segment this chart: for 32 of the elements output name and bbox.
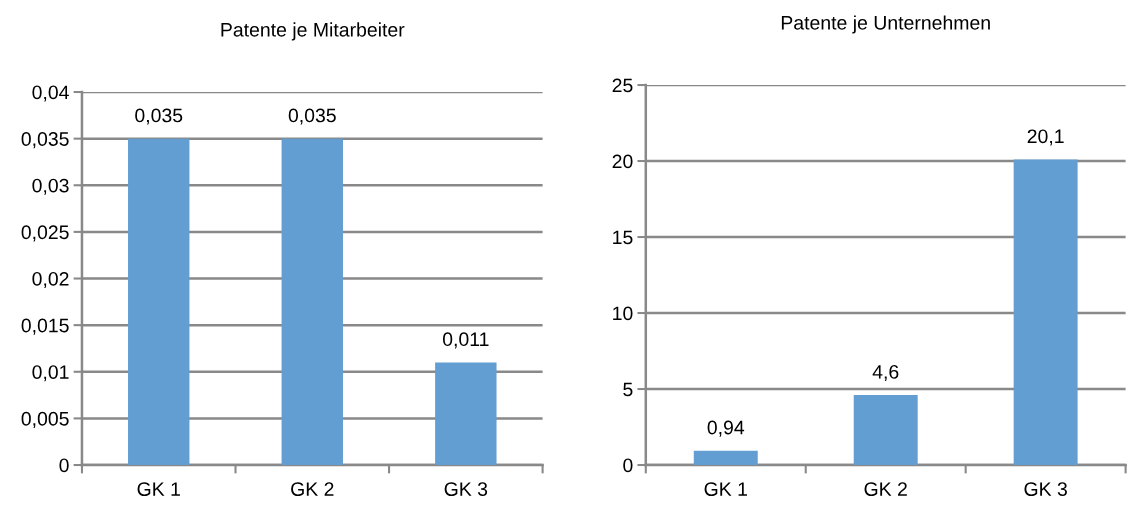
x-tick-label: GK 3 (444, 482, 488, 496)
data-label: 0,94 (707, 420, 745, 437)
y-tick-label: 5 (623, 382, 633, 397)
y-tick-label: 0,04 (32, 85, 69, 102)
y-tick-label: 0,01 (32, 365, 69, 382)
y-tick-label: 0,005 (21, 411, 69, 428)
y-tick-label: 15 (613, 230, 633, 245)
x-tick-label: GK 2 (864, 482, 907, 496)
bar (853, 395, 918, 466)
y-tick-label: 0,025 (21, 225, 69, 242)
bar (693, 450, 758, 466)
x-tick-label: GK 1 (704, 482, 747, 496)
data-label: 4,6 (872, 364, 899, 382)
y-tick-label: 25 (612, 78, 633, 93)
x-tick-label: GK 1 (137, 482, 180, 496)
y-tick-label: 0,03 (32, 178, 69, 195)
y-tick-label: 0 (59, 458, 69, 473)
y-tick-label: 20 (612, 154, 633, 169)
data-label: 20,1 (1027, 129, 1064, 146)
x-tick-label: GK 3 (1024, 482, 1067, 496)
chart-title: Patente je Mitarbeiter (221, 22, 405, 41)
y-tick-label: 0,035 (21, 132, 69, 149)
y-tick-label: 0,02 (32, 271, 69, 289)
bar (1013, 159, 1078, 466)
y-tick-label: 10 (613, 306, 633, 321)
data-label: 0,011 (442, 332, 489, 349)
y-tick-label: 0 (623, 458, 633, 473)
y-tick-label: 0,015 (21, 318, 69, 335)
chart-title: Patente je Unternehmen (781, 15, 990, 34)
x-tick-label: GK 2 (291, 482, 334, 496)
data-label: 0,035 (288, 108, 336, 125)
data-label: 0,035 (135, 108, 183, 125)
